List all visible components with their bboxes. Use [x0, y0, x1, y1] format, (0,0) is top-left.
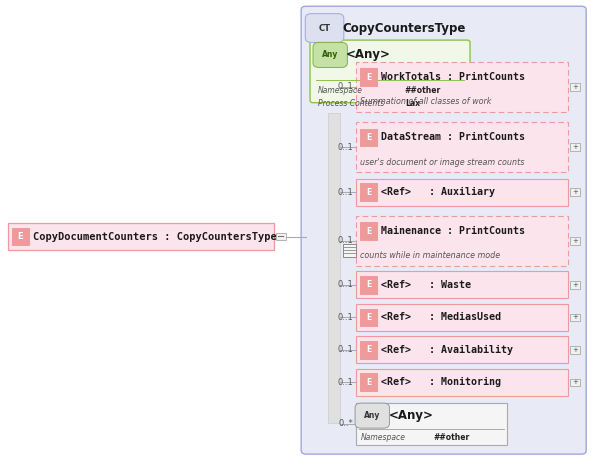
Text: +: + [572, 282, 578, 288]
Text: E: E [366, 313, 371, 322]
Text: +: + [572, 314, 578, 320]
FancyBboxPatch shape [328, 113, 340, 423]
Text: +: + [572, 347, 578, 353]
Text: ##other: ##other [433, 433, 469, 442]
Text: +: + [572, 379, 578, 385]
Text: E: E [366, 378, 371, 387]
Text: 0..1: 0..1 [337, 188, 353, 197]
Text: WorkTotals : PrintCounts: WorkTotals : PrintCounts [381, 72, 525, 82]
Text: Summation of all classes of work: Summation of all classes of work [361, 98, 492, 106]
Text: +: + [572, 189, 578, 195]
FancyBboxPatch shape [356, 216, 568, 266]
Text: <Any>: <Any> [388, 409, 433, 422]
FancyBboxPatch shape [356, 403, 507, 445]
FancyBboxPatch shape [310, 40, 470, 103]
FancyBboxPatch shape [570, 313, 580, 321]
Text: 0..1: 0..1 [337, 345, 353, 354]
FancyBboxPatch shape [361, 68, 377, 86]
FancyBboxPatch shape [361, 276, 377, 294]
FancyBboxPatch shape [12, 228, 29, 246]
FancyBboxPatch shape [570, 281, 580, 289]
FancyBboxPatch shape [361, 183, 377, 201]
Text: E: E [366, 73, 371, 82]
Text: Any: Any [364, 411, 380, 420]
Text: <Ref>   : Monitoring: <Ref> : Monitoring [381, 377, 501, 387]
Text: 0..1: 0..1 [337, 378, 353, 387]
Text: Mainenance : PrintCounts: Mainenance : PrintCounts [381, 226, 525, 236]
FancyBboxPatch shape [356, 272, 568, 299]
Text: Namespace: Namespace [361, 433, 406, 442]
FancyBboxPatch shape [570, 83, 580, 91]
FancyBboxPatch shape [305, 13, 344, 42]
Text: E: E [17, 232, 23, 241]
Text: −: − [277, 232, 285, 242]
Text: Namespace: Namespace [318, 86, 363, 95]
FancyBboxPatch shape [356, 304, 568, 331]
Text: Any: Any [322, 50, 339, 60]
FancyBboxPatch shape [355, 403, 390, 428]
Text: <Any>: <Any> [346, 48, 391, 61]
Text: 0..1: 0..1 [337, 143, 353, 152]
Text: E: E [366, 188, 371, 197]
FancyBboxPatch shape [361, 373, 377, 391]
Text: +: + [572, 84, 578, 90]
FancyBboxPatch shape [276, 233, 286, 240]
FancyBboxPatch shape [313, 42, 347, 67]
Text: CT: CT [318, 24, 330, 33]
FancyBboxPatch shape [356, 336, 568, 363]
Text: <Ref>   : Availability: <Ref> : Availability [381, 345, 513, 355]
Text: +: + [572, 144, 578, 150]
FancyBboxPatch shape [570, 237, 580, 245]
Text: 0..1: 0..1 [337, 82, 353, 92]
Text: CopyDocumentCounters : CopyCountersType: CopyDocumentCounters : CopyCountersType [33, 232, 277, 242]
FancyBboxPatch shape [356, 369, 568, 396]
FancyBboxPatch shape [361, 222, 377, 240]
Text: DataStream : PrintCounts: DataStream : PrintCounts [381, 133, 525, 142]
Text: 0..1: 0..1 [337, 313, 353, 322]
FancyBboxPatch shape [301, 6, 586, 454]
Text: user's document or image stream counts: user's document or image stream counts [361, 158, 525, 167]
FancyBboxPatch shape [570, 144, 580, 151]
FancyBboxPatch shape [570, 379, 580, 386]
Text: Lax: Lax [405, 99, 420, 108]
Text: 0..1: 0..1 [337, 236, 353, 246]
Text: 0..1: 0..1 [337, 280, 353, 289]
Text: <Ref>   : Auxiliary: <Ref> : Auxiliary [381, 187, 495, 197]
Text: counts while in maintenance mode: counts while in maintenance mode [361, 252, 501, 260]
Text: <Ref>   : Waste: <Ref> : Waste [381, 280, 471, 290]
Text: +: + [572, 238, 578, 244]
FancyBboxPatch shape [8, 223, 274, 250]
Text: E: E [366, 226, 371, 236]
Text: E: E [366, 133, 371, 142]
Text: E: E [366, 280, 371, 289]
FancyBboxPatch shape [570, 188, 580, 196]
FancyBboxPatch shape [356, 179, 568, 206]
FancyBboxPatch shape [343, 244, 356, 257]
Text: Process Contents: Process Contents [318, 99, 384, 108]
FancyBboxPatch shape [361, 129, 377, 146]
FancyBboxPatch shape [356, 122, 568, 172]
Text: 0..*: 0..* [339, 419, 353, 428]
FancyBboxPatch shape [356, 62, 568, 112]
Text: ##other: ##other [405, 86, 441, 95]
FancyBboxPatch shape [361, 341, 377, 359]
Text: E: E [366, 345, 371, 354]
Text: <Ref>   : MediasUsed: <Ref> : MediasUsed [381, 312, 501, 322]
Text: CopyCountersType: CopyCountersType [342, 21, 466, 34]
FancyBboxPatch shape [361, 309, 377, 326]
FancyBboxPatch shape [570, 346, 580, 353]
